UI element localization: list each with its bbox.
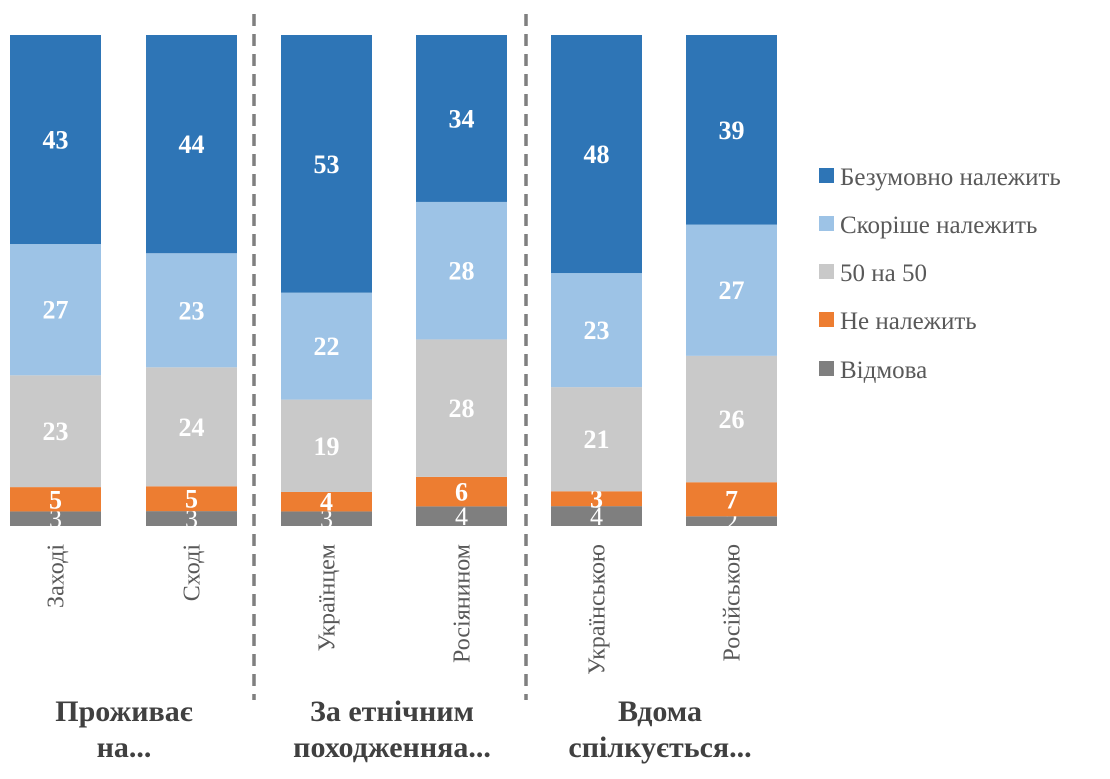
- legend-label: Скоріше належить: [840, 212, 1037, 239]
- group-label-line2: спілкується...: [568, 731, 751, 764]
- bar-segment-50-на-50: [551, 387, 642, 492]
- bar-segment-безумовно-належить: [10, 35, 101, 245]
- legend: Безумовно належить Скоріше належить 50 на …: [819, 164, 1061, 384]
- legend-item-відмова: Відмова: [819, 357, 927, 384]
- bar-segment-скоріше-належить: [281, 292, 372, 400]
- bar-segment-відмова: [551, 506, 642, 526]
- category-label-заході: Заході: [44, 544, 70, 608]
- data-label: 53: [314, 150, 340, 179]
- category-label-сході: Сході: [180, 544, 206, 602]
- data-label: 3: [185, 505, 198, 534]
- bar-segment-безумовно-належить: [281, 35, 372, 293]
- bar-segment-скоріше-належить: [10, 244, 101, 376]
- data-label: 4: [455, 502, 468, 531]
- data-label: 39: [719, 116, 745, 145]
- legend-item-50-на-50: 50 на 50: [819, 260, 927, 287]
- legend-label: Не належить: [840, 308, 977, 335]
- group-label-line1: За етнічним: [310, 695, 474, 728]
- data-label: 3: [590, 485, 603, 514]
- data-label: 21: [584, 425, 610, 454]
- data-label: 23: [43, 417, 69, 446]
- legend-label: Безумовно належить: [840, 164, 1061, 191]
- bar-segment-не-належить: [10, 487, 101, 512]
- data-label: 19: [314, 432, 340, 461]
- group-label-line1: Вдома: [618, 695, 702, 728]
- data-label: 43: [43, 126, 69, 155]
- bar-segment-відмова: [686, 516, 777, 526]
- data-label: 27: [43, 296, 69, 325]
- bar-segment-скоріше-належить: [686, 224, 777, 356]
- data-label: 44: [179, 130, 205, 159]
- bar-segment-безумовно-належить: [416, 35, 507, 202]
- legend-swatch: [819, 216, 834, 231]
- data-label: 22: [314, 332, 340, 361]
- category-label-українцем: Українцем: [315, 544, 341, 651]
- data-label: 48: [584, 140, 610, 169]
- data-label: 28: [449, 394, 475, 423]
- bar-segment-не-належить: [416, 476, 507, 507]
- bar-заході: 35 23 27 43: [10, 35, 101, 534]
- data-label: 4: [590, 502, 603, 531]
- data-label: 6: [455, 478, 468, 507]
- data-label: 5: [49, 485, 62, 514]
- category-label-російською: Російською: [720, 544, 746, 662]
- bar-segment-50-на-50: [416, 339, 507, 477]
- category-label-українською: Українською: [585, 544, 611, 675]
- bars-layer: 3523274335242344341922534628283443212348…: [10, 35, 777, 536]
- data-label: 7: [725, 485, 738, 514]
- legend-swatch: [819, 361, 834, 376]
- category-label-росіянином: Росіянином: [450, 544, 476, 663]
- bar-segment-відмова: [10, 511, 101, 526]
- data-label: 5: [185, 485, 198, 514]
- bar-segment-не-належить: [551, 491, 642, 507]
- category-labels: Заході Сході Українцем Росіянином Українсько…: [44, 544, 746, 675]
- bar-segment-50-на-50: [281, 399, 372, 492]
- bar-segment-відмова: [146, 511, 237, 526]
- group-separators: [252, 14, 528, 700]
- bar-segment-відмова: [416, 506, 507, 526]
- legend-item-скоріше-належить: Скоріше належить: [819, 212, 1037, 239]
- group-label-line1: Проживає: [55, 695, 193, 728]
- bar-segment-безумовно-належить: [146, 35, 237, 254]
- group-label-line2: на...: [97, 731, 152, 764]
- legend-swatch: [819, 168, 834, 183]
- bar-росіянином: 46 28 28 34: [416, 35, 507, 531]
- group-label-line2: походженняа...: [293, 731, 491, 764]
- legend-item-безумовно-належить: Безумовно належить: [819, 164, 1061, 191]
- legend-label: 50 на 50: [840, 260, 927, 287]
- data-label: 24: [179, 413, 205, 442]
- data-label: 23: [179, 296, 205, 325]
- bar-segment-не-належить: [281, 491, 372, 512]
- data-label: 28: [449, 257, 475, 286]
- data-label: 3: [49, 505, 62, 534]
- legend-label: Відмова: [840, 357, 927, 384]
- data-label: 4: [320, 488, 333, 517]
- data-label: 3: [320, 505, 333, 534]
- bar-segment-не-належить: [146, 486, 237, 512]
- bar-segment-відмова: [281, 511, 372, 526]
- data-label: 27: [719, 276, 745, 305]
- bar-segment-скоріше-належить: [551, 273, 642, 388]
- bar-segment-скоріше-належить: [146, 253, 237, 368]
- data-label: 26: [719, 405, 745, 434]
- bar-українцем: 34 19 22 53: [281, 35, 372, 534]
- bar-segment-скоріше-належить: [416, 201, 507, 340]
- bar-segment-50-на-50: [686, 355, 777, 483]
- data-label: 34: [449, 104, 475, 133]
- data-label: 23: [584, 316, 610, 345]
- bar-segment-безумовно-належить: [551, 35, 642, 274]
- bar-segment-50-на-50: [146, 367, 237, 487]
- legend-swatch: [819, 264, 834, 279]
- bar-segment-50-на-50: [10, 375, 101, 488]
- legend-swatch: [819, 312, 834, 327]
- bar-українською: 43 21 23 48: [551, 35, 642, 531]
- bar-сході: 35 24 23 44: [146, 35, 237, 534]
- bar-segment-безумовно-належить: [686, 35, 777, 225]
- bar-segment-не-належить: [686, 482, 777, 517]
- legend-item-не-належить: Не належить: [819, 308, 977, 335]
